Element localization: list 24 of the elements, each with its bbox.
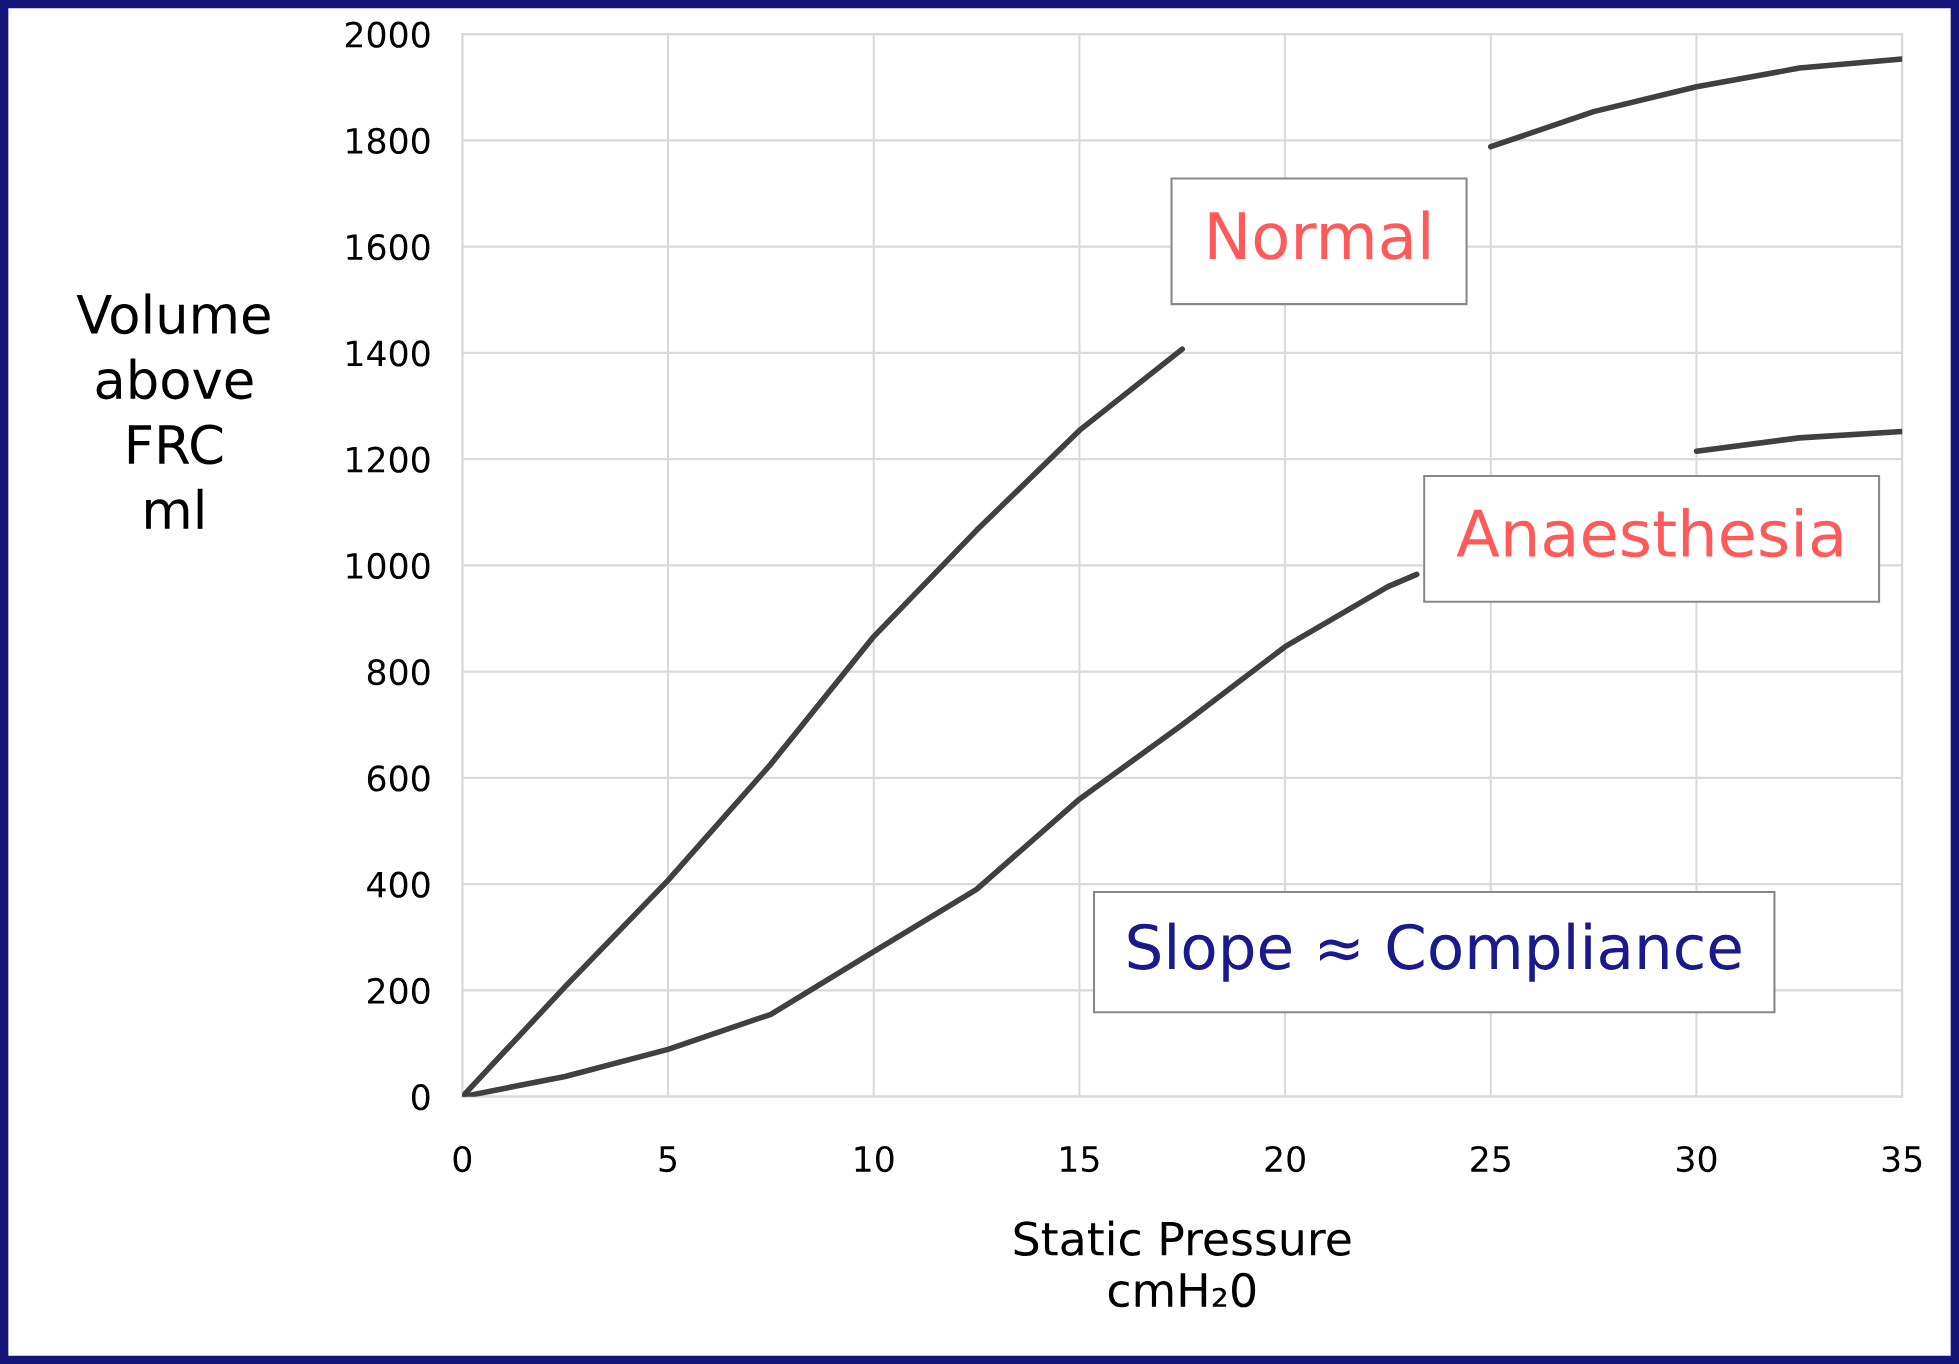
x-tick-label: 20 [1265, 1145, 1305, 1173]
x-tick-label: 35 [1882, 1145, 1922, 1173]
x-tick-label: 0 [453, 1145, 472, 1173]
annotation: Slope ≈ Compliance [1128, 922, 1741, 982]
x-tick-label: 15 [1061, 1146, 1099, 1173]
y-tick-label: 1800 [347, 127, 430, 155]
x-tick-label: 10 [855, 1145, 894, 1173]
x-tick-label: 25 [1471, 1145, 1510, 1173]
y-tick-label: 800 [367, 659, 430, 686]
y-tick-label: 0 [411, 1084, 430, 1111]
y-tick-label: 400 [367, 871, 430, 898]
y-tick-label: 1200 [347, 446, 430, 473]
y-tick-label: 600 [367, 765, 430, 792]
y-tick-label: 1000 [347, 552, 430, 580]
series-label: Anaesthesia [1456, 507, 1842, 558]
y-tick-label: 2000 [345, 21, 430, 48]
series-label: Normal [1209, 210, 1429, 260]
y-tick-label: 200 [368, 977, 430, 1005]
y-tick-label: 1600 [347, 234, 430, 261]
y-tick-label: 1400 [347, 340, 430, 367]
y-axis-title: Volume above FRC ml [76, 293, 270, 529]
x-axis-title: Static Pressure cmH₂0 [1014, 1220, 1351, 1308]
x-tick-label: 5 [659, 1146, 677, 1173]
x-tick-label: 30 [1677, 1145, 1717, 1173]
